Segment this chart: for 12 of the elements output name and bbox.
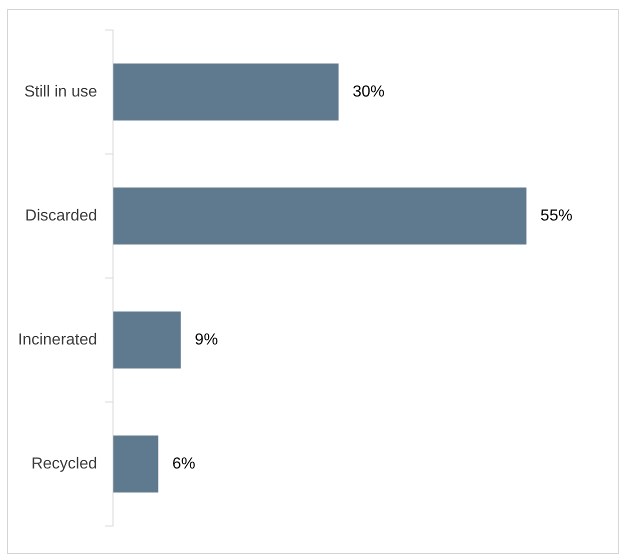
bar xyxy=(113,435,158,493)
bar xyxy=(113,311,181,369)
data-label: 55% xyxy=(540,207,572,224)
bar xyxy=(113,187,526,245)
y-tick-label: Incinerated xyxy=(18,331,98,348)
data-label: 30% xyxy=(352,83,385,100)
data-label: 9% xyxy=(194,331,218,348)
bar xyxy=(113,63,339,121)
y-tick-label: Recycled xyxy=(31,455,98,472)
y-tick-label: Discarded xyxy=(25,207,98,224)
data-label: 6% xyxy=(172,455,196,472)
y-tick-label: Still in use xyxy=(24,83,98,100)
